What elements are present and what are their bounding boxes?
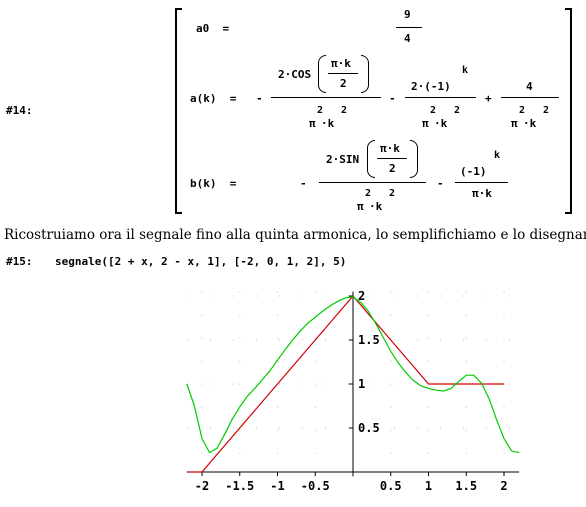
axis-ticks: -2 -1.5 -1 -0.5 0.5 1 1.5 2 0.5 1 1.5 2 <box>195 289 508 493</box>
a0-denominator: 4 <box>404 32 411 45</box>
bk-term1-den-pi: π <box>357 200 364 213</box>
a0-lhs: a0 = <box>196 22 230 35</box>
x-tick-label: -1 <box>270 479 284 493</box>
bk-term1-den-k: ·k <box>369 200 383 213</box>
ak-term2-den-k: ·k <box>434 117 448 130</box>
cos-arg-bar <box>328 73 358 74</box>
sin-arg-denominator: 2 <box>389 162 396 175</box>
explanation-text: Ricostruiamo ora il segnale fino alla qu… <box>4 227 586 243</box>
bk-minus: - <box>437 177 444 190</box>
bk-term2-denominator: π·k <box>472 187 492 200</box>
ak-term3-bar <box>501 97 559 98</box>
ak-term1-den-exp-pi: 2 <box>317 105 324 116</box>
a0-fraction-bar <box>396 27 422 28</box>
ak-term3-den-k: ·k <box>523 117 537 130</box>
ak-term1-bar <box>271 97 381 98</box>
x-tick-label: -2 <box>195 479 209 493</box>
expression-label-14: #14: <box>6 104 33 117</box>
bk-term1-bar <box>319 182 426 183</box>
x-tick-label: 0.5 <box>380 479 402 493</box>
x-tick-label: -1.5 <box>225 479 254 493</box>
bk-term2-numerator: (-1) <box>460 165 487 178</box>
y-tick-label: 2 <box>358 289 365 303</box>
ak-term1-den-exp-k: 2 <box>341 105 348 116</box>
ak-term3-den-exp-k: 2 <box>543 105 550 116</box>
ak-term1-den-k: ·k <box>321 117 335 130</box>
bk-lhs: b(k) = <box>190 177 237 190</box>
sin-arg-bar <box>377 158 407 159</box>
ak-term1-den-pi: π <box>309 117 316 130</box>
ak-term2-exp-k: k <box>462 65 469 76</box>
ak-term2-den-exp-k: 2 <box>454 105 461 116</box>
plot-series <box>186 295 520 473</box>
ak-term2-den-pi: π <box>422 117 429 130</box>
ak-term2-numerator: 2·(-1) <box>411 80 451 93</box>
ak-plus: + <box>485 92 492 105</box>
ak-leading-minus: - <box>256 92 263 105</box>
ak-term2-bar <box>405 97 476 98</box>
y-tick-label: 1.5 <box>358 333 380 347</box>
x-tick-label: 1 <box>425 479 432 493</box>
bk-term2-bar <box>455 182 508 183</box>
bk-term1-den-exp-pi: 2 <box>365 188 372 199</box>
bk-term1-den-exp-k: 2 <box>389 188 396 199</box>
series-harmonic-approximation <box>186 296 520 454</box>
cos-arg-numerator: π·k <box>331 57 351 70</box>
sin-function: 2·SIN <box>326 153 360 166</box>
expression-label-15: #15: <box>6 255 33 268</box>
ak-term3-numerator: 4 <box>526 80 533 93</box>
a0-numerator: 9 <box>404 8 411 21</box>
cos-function: 2·COS <box>278 68 312 81</box>
ak-minus: - <box>389 92 396 105</box>
series-original-signal <box>186 295 504 473</box>
y-tick-label: 0.5 <box>358 421 380 435</box>
matrix-right-bracket <box>565 8 572 214</box>
x-tick-label: -0.5 <box>301 479 330 493</box>
ak-term3-den-exp-pi: 2 <box>519 105 526 116</box>
matrix-left-bracket <box>175 8 182 214</box>
ak-term2-den-exp-pi: 2 <box>430 105 437 116</box>
ak-term3-den-pi: π <box>511 117 518 130</box>
bk-leading-minus: - <box>300 177 307 190</box>
expression-command-15: segnale([2 + x, 2 - x, 1], [-2, 0, 1, 2]… <box>55 255 347 268</box>
x-tick-label: 2 <box>500 479 507 493</box>
x-tick-label: 1.5 <box>455 479 477 493</box>
sin-arg-numerator: π·k <box>380 142 400 155</box>
bk-term2-exp-k: k <box>494 150 501 161</box>
y-tick-label: 1 <box>358 377 365 391</box>
cos-arg-denominator: 2 <box>340 77 347 90</box>
ak-lhs: a(k) = <box>190 92 237 105</box>
